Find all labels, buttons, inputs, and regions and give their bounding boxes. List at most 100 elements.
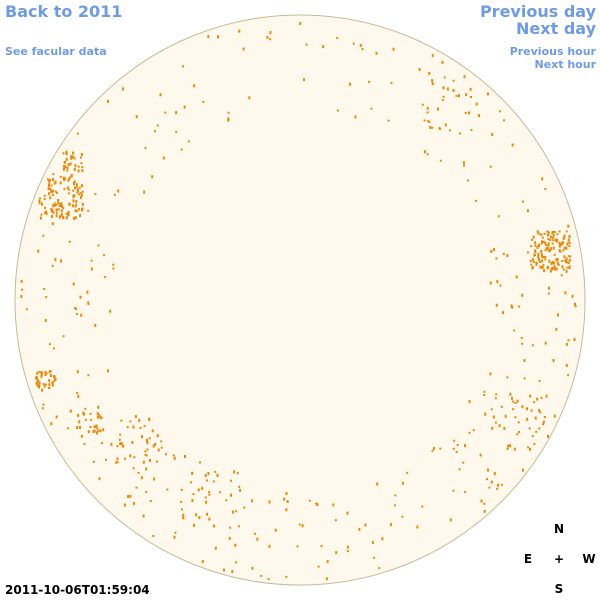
previous-day-link[interactable]: Previous day [479, 2, 596, 21]
facula [197, 488, 200, 492]
facula [164, 111, 167, 114]
facula [521, 293, 524, 297]
facula [122, 87, 124, 91]
facula [393, 504, 396, 507]
facula [462, 161, 465, 165]
facula [208, 491, 211, 494]
facula [41, 202, 43, 206]
facula [139, 427, 142, 429]
facula [51, 382, 54, 385]
facula [72, 152, 74, 155]
facula [336, 36, 339, 39]
facula [518, 305, 521, 308]
facula [335, 551, 338, 555]
facula [180, 500, 183, 503]
facula [45, 211, 48, 215]
facula [285, 492, 288, 495]
next-hour-link[interactable]: Next hour [534, 58, 597, 71]
back-link[interactable]: Back to 2011 [5, 2, 123, 21]
facula [549, 249, 551, 252]
facula [79, 156, 82, 159]
facula [207, 472, 210, 475]
facula [36, 384, 39, 387]
facula [72, 194, 75, 198]
facula [76, 132, 79, 135]
facula [497, 483, 499, 487]
facula [556, 261, 559, 264]
facula [182, 513, 185, 517]
facula [76, 426, 79, 429]
facula [521, 342, 524, 345]
facula [47, 192, 50, 196]
facula [145, 454, 148, 457]
facula [67, 163, 70, 167]
facula [452, 89, 455, 93]
next-day-link[interactable]: Next day [516, 19, 596, 38]
facula [550, 262, 553, 265]
facula [558, 241, 561, 244]
facula [511, 143, 514, 147]
facula [79, 425, 81, 429]
facula [109, 309, 112, 313]
facula [563, 234, 566, 238]
facula [526, 417, 529, 421]
facula [484, 412, 487, 416]
facula [551, 242, 554, 245]
facula [352, 42, 355, 45]
facula [83, 442, 86, 445]
facula [213, 524, 216, 528]
facula [182, 65, 184, 68]
facula [539, 233, 542, 236]
facula [81, 202, 84, 206]
facula [77, 188, 79, 192]
facula [305, 43, 308, 46]
facula [68, 188, 71, 191]
facula [531, 266, 534, 269]
previous-hour-link[interactable]: Previous hour [509, 45, 596, 58]
facula [115, 461, 117, 464]
facula [529, 394, 532, 398]
facula [174, 531, 177, 534]
facula [54, 377, 57, 380]
facula [541, 236, 544, 239]
facula [238, 485, 241, 488]
facula [532, 235, 535, 239]
facula [462, 461, 465, 464]
facula [144, 147, 147, 150]
facula [544, 241, 547, 245]
facula [529, 259, 532, 262]
facula [439, 128, 441, 130]
facula [66, 169, 69, 172]
facula [59, 181, 62, 185]
facula [389, 523, 392, 527]
facula [66, 186, 69, 190]
facula [568, 234, 571, 238]
facula [49, 196, 52, 200]
facula [90, 418, 93, 421]
facula [565, 364, 568, 367]
facula [500, 405, 503, 408]
facula [516, 433, 519, 436]
facula [558, 249, 561, 252]
facula [80, 162, 83, 165]
facula [566, 242, 569, 246]
facula [527, 446, 530, 449]
facula [68, 240, 71, 243]
facula [390, 81, 393, 84]
facula [132, 425, 135, 429]
facula [74, 205, 77, 208]
facula [470, 128, 473, 131]
facula [428, 121, 431, 123]
facula [468, 400, 471, 404]
facula [421, 505, 424, 508]
facula [470, 96, 472, 98]
facula [51, 381, 54, 384]
facular-data-link[interactable]: See facular data [5, 45, 107, 58]
facula [74, 216, 77, 220]
facula [95, 424, 98, 428]
facula [159, 93, 162, 97]
facula [166, 488, 169, 491]
facula [555, 258, 558, 262]
facula [502, 311, 504, 315]
facula [204, 496, 207, 499]
